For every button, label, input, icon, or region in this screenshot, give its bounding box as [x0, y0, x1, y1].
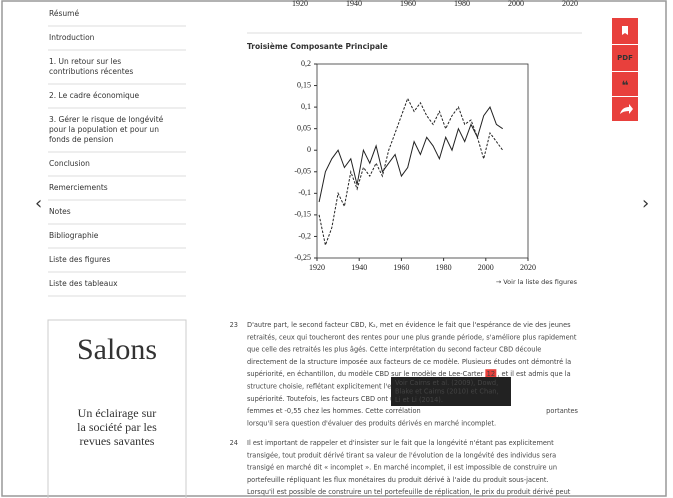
x-tick-label: 1920	[309, 263, 325, 272]
nav-item[interactable]: Bibliographie	[49, 231, 99, 240]
tooltip-line: Blake et Cairns (2010) et Chan,	[395, 388, 499, 396]
prev-x-tick-label: 1960	[400, 0, 416, 8]
note-call[interactable]: 12	[487, 370, 495, 378]
nav-item[interactable]: Remerciements	[49, 183, 108, 192]
y-tick-label: -0,15	[294, 210, 311, 219]
salons-box[interactable]	[47, 319, 187, 498]
y-tick-label: -0,1	[298, 188, 311, 197]
bookmark-icon	[622, 26, 628, 35]
paragraph-line: supériorité, en échantillon, du modèle C…	[247, 370, 484, 378]
salons-line: la société par les	[77, 420, 157, 434]
paragraph-line: directement de la structure imposée aux …	[247, 358, 571, 366]
y-tick-label: -0,25	[294, 253, 311, 262]
nav-item[interactable]: Introduction	[49, 33, 95, 42]
toolbar: PDF ❝	[612, 18, 638, 121]
cite-icon: ❝	[621, 79, 628, 93]
prev-arrow[interactable]: ‹	[35, 193, 42, 214]
nav-item[interactable]: Notes	[49, 207, 71, 216]
x-tick-label: 1960	[393, 263, 409, 272]
y-tick-label: -0,2	[298, 231, 311, 240]
tooltip-line: Voir Cairns et al. (2009), Dowd,	[395, 379, 498, 387]
paragraph-line-end: portantes	[546, 407, 578, 415]
share-icon	[620, 104, 633, 114]
plot-frame	[316, 63, 529, 259]
x-tick-label: 1940	[351, 263, 367, 272]
pdf-label: PDF	[617, 54, 633, 62]
paragraph-line: supériorité. Toutefois, les facteurs CBD…	[247, 395, 439, 403]
paragraph-line: retraités, ceux qui toucheront des rente…	[247, 333, 577, 341]
paragraph-line: transigée, tout produit dérivé tirant sa…	[247, 451, 556, 459]
nav-item[interactable]: Résumé	[49, 9, 79, 18]
cite-button[interactable]	[612, 72, 638, 96]
nav-item[interactable]: Liste des figures	[49, 255, 111, 264]
tooltip-line: Li et Li (2014).	[395, 396, 443, 404]
paragraph-line: structure choisie, reflétant expliciteme…	[247, 383, 444, 391]
paragraph-line: D'autre part, le second facteur CBD, K₂,…	[247, 321, 571, 329]
paragraph-line-end: , et il est admis que la	[497, 370, 570, 378]
salons-line: Un éclairage sur	[78, 406, 157, 420]
x-tick-label: 2020	[520, 263, 536, 272]
prev-x-tick-label: 2020	[562, 0, 578, 8]
prev-x-tick-label: 1940	[346, 0, 362, 8]
paragraph-line: que celle des retraités les plus âgés. C…	[247, 346, 541, 354]
salons-title: Salons	[77, 333, 157, 366]
nav-item[interactable]: 3. Gérer le risque de longévité pour la p…	[49, 115, 164, 144]
series-line	[318, 106, 503, 203]
y-tick-label: 0	[307, 145, 311, 154]
y-tick-label: 0,2	[301, 59, 311, 68]
x-tick-label: 1980	[436, 263, 452, 272]
paragraph-line: Lorsqu'il est possible de construire un …	[247, 488, 571, 496]
nav-item[interactable]: 1. Un retour sur les contributions récent…	[49, 57, 133, 76]
nav-item[interactable]: Conclusion	[49, 159, 90, 168]
paragraph-number: 24	[230, 439, 238, 447]
paragraph-line: transigé en marché dit « incomplet ». En…	[247, 464, 557, 472]
series-line	[318, 97, 504, 247]
nav-item[interactable]: 2. Le cadre économique	[49, 91, 140, 100]
x-tick-label: 2000	[478, 263, 494, 272]
paragraph-line: portefeuille répliquant les flux monétai…	[247, 476, 549, 484]
figure-link[interactable]: → Voir la liste des figures	[496, 278, 578, 286]
prev-x-tick-label: 1920	[292, 0, 308, 8]
prev-x-tick-label: 2000	[508, 0, 524, 8]
chart-title: Troisième Composante Principale	[247, 42, 388, 51]
note-highlight	[485, 369, 497, 380]
salons-line: revues savantes	[80, 434, 155, 448]
y-tick-label: 0,15	[297, 80, 311, 89]
y-tick-label: -0,05	[294, 167, 311, 176]
nav-item[interactable]: Liste des tableaux	[49, 279, 118, 288]
paragraph-line: lorsqu'il sera question d'évaluer des pr…	[247, 419, 496, 427]
y-tick-label: 0,1	[301, 102, 311, 111]
y-tick-label: 0,05	[297, 123, 311, 132]
tooltip	[391, 377, 511, 406]
paragraph-number: 23	[230, 321, 238, 329]
pdf-button[interactable]	[612, 45, 638, 71]
paragraph-line: femmes et -0,55 chez les hommes. Cette c…	[247, 407, 421, 415]
next-arrow[interactable]: ›	[642, 193, 649, 214]
prev-x-tick-label: 1980	[454, 0, 470, 8]
paragraph-line: Il est important de rappeler et d'insist…	[247, 439, 554, 447]
